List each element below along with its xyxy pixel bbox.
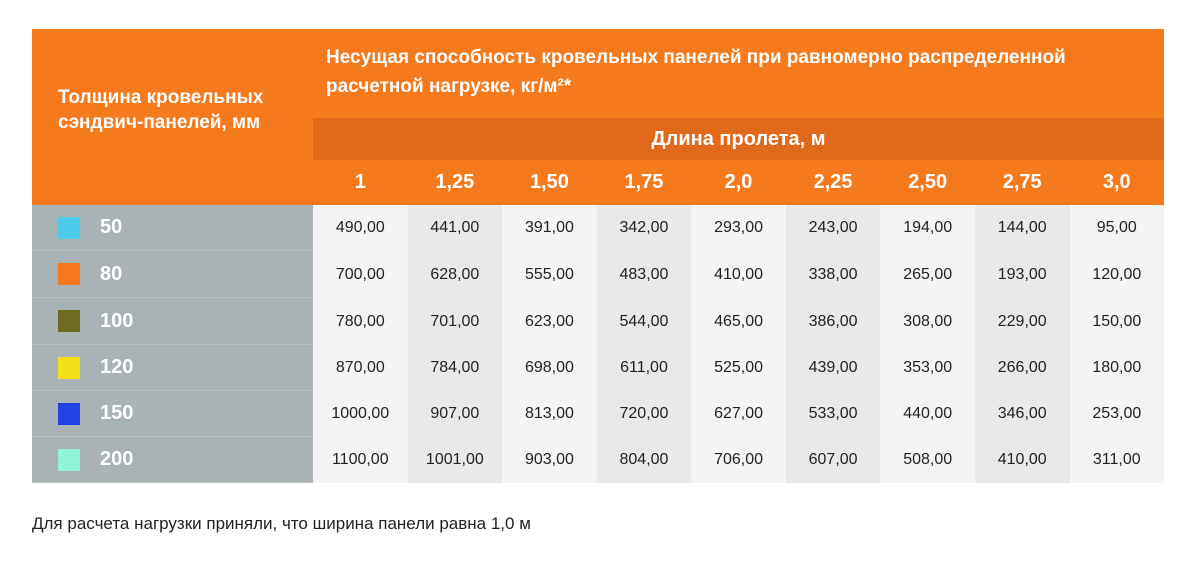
load-value-cell: 346,00 <box>974 391 1070 437</box>
load-value-cell: 611,00 <box>596 345 692 391</box>
table-header: Толщина кровельных сэндвич-панелей, мм Н… <box>32 29 1164 205</box>
span-length-cell: 1,50 <box>529 171 569 193</box>
table-row: 150 1000,00 907,00 813,00 720,00 627,00 533,00… <box>32 391 1165 437</box>
load-value-cell: 150,00 <box>1069 298 1165 345</box>
table-row: 100 780,00 701,00 623,00 544,00 465,00 386,00 3… <box>32 298 1165 345</box>
load-value-cell: 780,00 <box>313 298 408 345</box>
load-value-cell: 1000,00 <box>313 391 408 437</box>
load-capacity-table: Толщина кровельных сэндвич-панелей, мм Н… <box>32 29 1165 483</box>
load-value-cell: 439,00 <box>785 345 881 391</box>
load-value-cell: 441,00 <box>407 205 503 251</box>
color-swatch <box>58 263 80 285</box>
load-value-cell: 555,00 <box>502 251 597 298</box>
span-length-row: 1 1,25 1,50 1,75 2,0 2,25 2,50 2,75 3,0 <box>313 160 1164 205</box>
load-value-cell: 720,00 <box>596 391 692 437</box>
span-length-cell: 2,25 <box>813 171 853 193</box>
load-value-cell: 508,00 <box>880 437 975 483</box>
load-value-cell: 623,00 <box>502 298 597 345</box>
span-length-cell: 1,25 <box>435 171 475 193</box>
table-row: 50 490,00 441,00 391,00 342,00 293,00 243,00 19… <box>32 205 1165 251</box>
table-row: 120 870,00 784,00 698,00 611,00 525,00 439,00 3… <box>32 345 1165 391</box>
color-swatch <box>58 356 80 379</box>
thickness-column-header: Толщина кровельных сэндвич-панелей, мм <box>58 87 264 133</box>
load-value-cell: 342,00 <box>596 205 692 251</box>
load-value-cell: 1001,00 <box>407 437 503 483</box>
load-value-cell: 410,00 <box>691 251 786 298</box>
load-value-cell: 194,00 <box>880 205 975 251</box>
load-value-cell: 440,00 <box>880 391 975 437</box>
color-swatch <box>58 310 80 332</box>
load-value-cell: 525,00 <box>691 345 786 391</box>
load-value-cell: 193,00 <box>974 251 1070 298</box>
span-length-cell: 1 <box>354 171 366 193</box>
span-length-cell: 2,50 <box>908 171 948 193</box>
load-value-cell: 813,00 <box>502 391 597 437</box>
load-value-cell: 483,00 <box>596 251 692 298</box>
load-value-cell: 804,00 <box>596 437 692 483</box>
load-value-cell: 144,00 <box>974 205 1070 251</box>
load-value-cell: 698,00 <box>502 345 597 391</box>
load-value-cell: 311,00 <box>1069 437 1165 483</box>
load-value-cell: 706,00 <box>691 437 786 483</box>
load-value-cell: 243,00 <box>785 205 881 251</box>
load-value-cell: 1100,00 <box>313 437 408 483</box>
load-value-cell: 308,00 <box>880 298 975 345</box>
load-value-cell: 353,00 <box>880 345 975 391</box>
footnote: Для расчета нагрузки приняли, что ширина… <box>32 514 531 533</box>
span-length-header: Длина пролета, м <box>313 118 1164 160</box>
thickness-cell: 100 <box>32 298 313 345</box>
load-value-cell: 293,00 <box>691 205 786 251</box>
thickness-cell: 80 <box>32 251 313 298</box>
span-length-cell: 3,0 <box>1102 171 1131 193</box>
load-value-cell: 490,00 <box>313 205 408 251</box>
load-value-cell: 903,00 <box>502 437 597 483</box>
load-value-cell: 544,00 <box>596 298 692 345</box>
load-value-cell: 627,00 <box>691 391 786 437</box>
load-value-cell: 410,00 <box>974 437 1070 483</box>
load-value-cell: 120,00 <box>1069 251 1165 298</box>
table-row: 200 1100,00 1001,00 903,00 804,00 706,00 607,0… <box>32 437 1165 483</box>
load-value-cell: 229,00 <box>974 298 1070 345</box>
load-value-cell: 701,00 <box>407 298 503 345</box>
table-body: 50 490,00 441,00 391,00 342,00 293,00 243,00 19… <box>32 205 1165 483</box>
thickness-value: 80 <box>100 262 123 285</box>
color-swatch <box>58 402 80 425</box>
load-value-cell: 386,00 <box>785 298 881 345</box>
thickness-value: 150 <box>100 402 134 424</box>
color-swatch <box>58 216 80 239</box>
load-value-cell: 338,00 <box>785 251 881 298</box>
load-value-cell: 607,00 <box>785 437 881 483</box>
load-value-cell: 95,00 <box>1069 205 1165 251</box>
table-title: Несущая способность кровельных панелей п… <box>326 47 1066 97</box>
thickness-cell: 120 <box>32 345 313 391</box>
thickness-cell: 150 <box>32 391 313 437</box>
load-value-cell: 265,00 <box>880 251 975 298</box>
load-value-cell: 628,00 <box>407 251 503 298</box>
load-value-cell: 391,00 <box>502 205 597 251</box>
table-row: 80 700,00 628,00 555,00 483,00 410,00 338,00 26… <box>32 251 1165 298</box>
thickness-cell: 200 <box>32 437 313 483</box>
span-length-cell: 2,0 <box>724 171 753 193</box>
load-value-cell: 465,00 <box>691 298 786 345</box>
load-value-cell: 907,00 <box>407 391 503 437</box>
thickness-value: 200 <box>100 448 134 470</box>
color-swatch <box>58 448 80 471</box>
load-value-cell: 870,00 <box>313 345 408 391</box>
load-value-cell: 266,00 <box>974 345 1070 391</box>
span-length-cell: 2,75 <box>1002 171 1042 193</box>
load-value-cell: 700,00 <box>313 251 408 298</box>
thickness-value: 50 <box>100 216 123 238</box>
thickness-value: 100 <box>100 309 134 332</box>
load-value-cell: 253,00 <box>1069 391 1165 437</box>
load-value-cell: 533,00 <box>785 391 881 437</box>
span-length-cell: 1,75 <box>624 171 664 193</box>
thickness-cell: 50 <box>32 205 313 251</box>
thickness-value: 120 <box>100 356 134 378</box>
load-value-cell: 784,00 <box>407 345 503 391</box>
load-value-cell: 180,00 <box>1069 345 1165 391</box>
